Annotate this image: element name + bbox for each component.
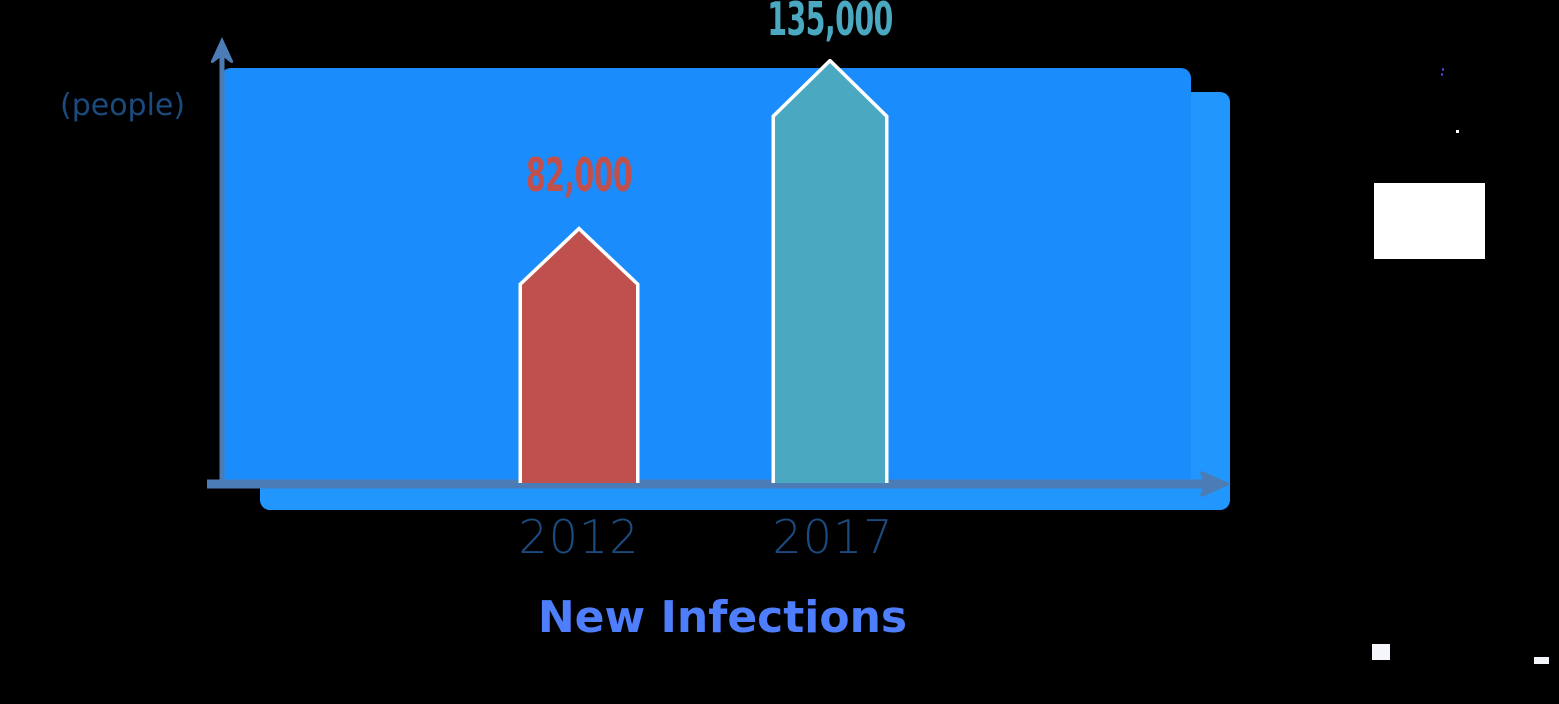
bar-2017[interactable] xyxy=(767,59,893,483)
bar-value-label-2017: 135,000 xyxy=(767,0,893,46)
y-axis xyxy=(210,35,234,485)
arrow-up-icon xyxy=(210,37,234,483)
artifact-glyph-right xyxy=(1534,657,1549,664)
bar-2012[interactable] xyxy=(514,221,644,483)
artifact-white-panel xyxy=(1374,183,1485,259)
bar-shape-2012 xyxy=(518,226,640,483)
artifact-glyph-left xyxy=(1372,644,1390,660)
chart-plot-panel xyxy=(221,68,1191,484)
category-label-2017: 2017 xyxy=(772,510,894,564)
category-label-2012: 2012 xyxy=(518,510,640,564)
x-axis xyxy=(205,466,1235,502)
y-axis-unit-label: (people) xyxy=(60,88,186,123)
artifact-dot-mid xyxy=(1456,130,1459,133)
artifact-dot-lower xyxy=(1441,73,1443,76)
chart-title: New Infections xyxy=(537,592,908,643)
arrow-right-icon xyxy=(207,471,1231,497)
artifact-dot-upper xyxy=(1442,68,1444,71)
bar-shape-2017 xyxy=(771,59,889,483)
bar-value-label-2012: 82,000 xyxy=(525,148,633,202)
